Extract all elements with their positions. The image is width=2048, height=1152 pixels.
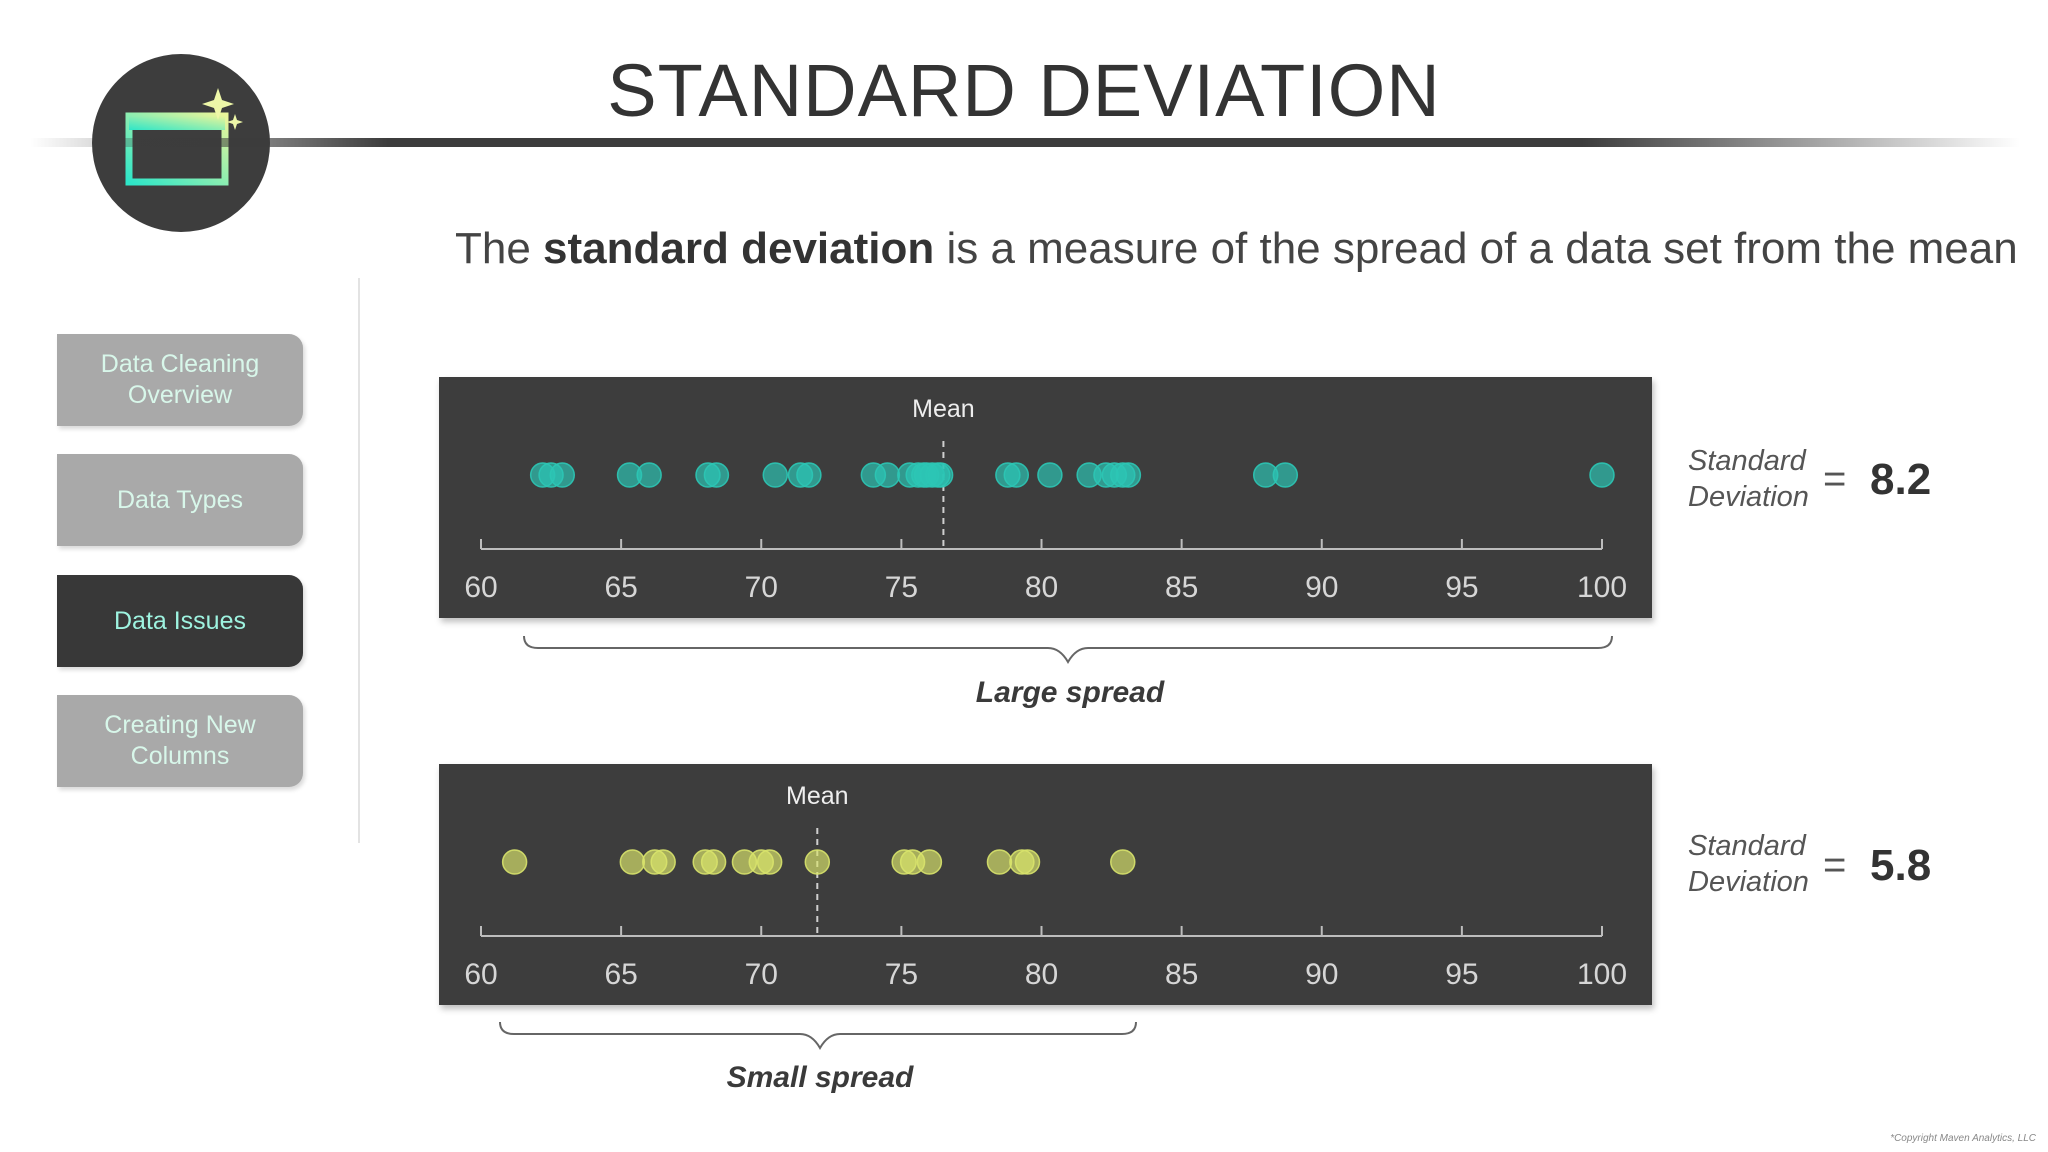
subtitle-pre: The (455, 224, 544, 273)
data-point (916, 849, 943, 875)
data-point (1014, 849, 1041, 875)
data-point (1272, 462, 1299, 488)
large-spread-brace (523, 635, 1613, 665)
x-tick-label: 75 (885, 571, 918, 604)
x-tick-label: 65 (604, 571, 637, 604)
sidebar-divider (358, 278, 360, 843)
sparkle-table-icon (125, 88, 243, 186)
data-point (874, 462, 901, 488)
small-spread-label: Small spread (726, 1061, 914, 1094)
x-tick-label: 80 (1025, 571, 1058, 604)
data-point (796, 462, 822, 488)
sidebar-item-label: Data Types (116, 485, 243, 514)
data-point (1115, 462, 1142, 488)
data-point (700, 849, 727, 875)
small-spread-brace (499, 1021, 1137, 1051)
sidebar-item-label: Creating New Columns (104, 711, 256, 770)
data-point (1110, 849, 1136, 875)
sd-equals-1: = (1823, 457, 1847, 501)
x-tick-label: 70 (745, 958, 778, 991)
sd-label-2: Standard Deviation (1688, 830, 1809, 898)
x-tick-label: 100 (1577, 571, 1627, 604)
data-point (804, 849, 831, 875)
page-title: STANDARD DEVIATION (607, 49, 1441, 132)
x-tick-label: 95 (1445, 571, 1478, 604)
x-tick-label: 65 (604, 958, 637, 991)
subtitle: The standard deviation is a measure of t… (455, 224, 2018, 274)
data-point (1589, 462, 1615, 488)
data-point (1003, 462, 1030, 488)
x-tick-label: 80 (1025, 958, 1058, 991)
data-point (986, 849, 1013, 875)
x-tick-label: 85 (1165, 958, 1198, 991)
chart-small-spread: 60 65 70 75 80 85 90 95 100 Mean (439, 764, 1652, 1005)
x-tick-label: 90 (1305, 571, 1338, 604)
large-spread-label: Large spread (975, 676, 1165, 709)
data-point (619, 849, 646, 875)
sd-label-1: Standard Deviation (1688, 445, 1809, 513)
data-point (703, 462, 730, 488)
data-point (549, 462, 576, 488)
mean-label: Mean (912, 395, 975, 423)
data-point (650, 849, 676, 875)
x-tick-label: 100 (1577, 958, 1627, 991)
sd-equals-2: = (1823, 843, 1847, 887)
x-tick-label: 85 (1165, 571, 1198, 604)
subtitle-post: is a measure of the spread of a data set… (934, 224, 2018, 273)
data-point (636, 462, 662, 488)
sidebar-item-data-issues[interactable]: Data Issues (57, 575, 303, 667)
chart-large-spread-svg: 60 65 70 75 80 85 90 95 100 Mean (464, 395, 1627, 604)
x-tick-label: 95 (1445, 958, 1478, 991)
x-tick-label: 70 (745, 571, 778, 604)
copyright: *Copyright Maven Analytics, LLC (1890, 1133, 2036, 1144)
sidebar-item-data-cleaning-overview[interactable]: Data Cleaning Overview (57, 334, 303, 426)
x-tick-label: 90 (1305, 958, 1338, 991)
data-point (927, 462, 954, 488)
sidebar-item-creating-new-columns[interactable]: Creating New Columns (57, 695, 303, 787)
x-tick-label: 75 (885, 958, 918, 991)
sd-value-2: 5.8 (1870, 841, 1932, 890)
data-point (501, 849, 528, 875)
sidebar-item-data-types[interactable]: Data Types (57, 454, 303, 546)
sidebar-item-label: Data Cleaning Overview (100, 350, 260, 409)
x-tick-label: 60 (464, 571, 497, 604)
title-divider (30, 138, 2020, 147)
mean-label: Mean (786, 782, 849, 810)
subtitle-bold: standard deviation (543, 224, 935, 273)
chart-large-spread: 60 65 70 75 80 85 90 95 100 Mean (439, 377, 1652, 618)
sd-value-1: 8.2 (1870, 455, 1932, 504)
sidebar-item-label: Data Issues (113, 606, 246, 635)
data-point (762, 462, 789, 488)
data-point (1037, 462, 1063, 488)
data-point (756, 849, 783, 875)
x-tick-label: 60 (464, 958, 497, 991)
chart-small-spread-svg: 60 65 70 75 80 85 90 95 100 Mean (464, 782, 1627, 991)
